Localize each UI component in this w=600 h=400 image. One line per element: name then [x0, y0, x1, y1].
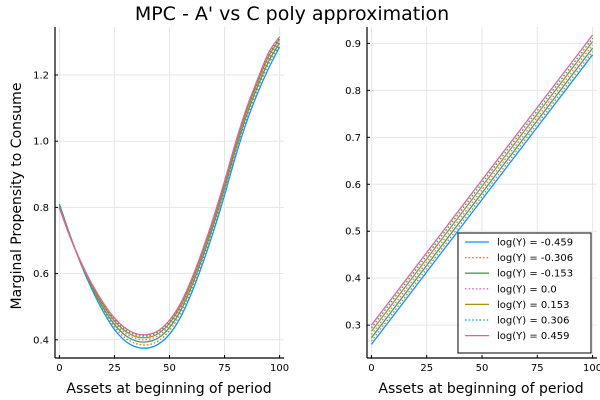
- right-series-line-4: [370, 41, 594, 332]
- right-series-line-5: [370, 37, 594, 329]
- right-y-tick-label: 0.8: [345, 86, 361, 97]
- right-y-tick-label: 0.4: [345, 274, 361, 285]
- right-y-tick-label: 0.9: [345, 39, 361, 50]
- right-y-tick-label: 0.5: [345, 227, 361, 238]
- legend-box: [457, 232, 592, 354]
- right-x-tick-label: 25: [420, 363, 433, 374]
- right-y-tick-label: 0.3: [345, 321, 361, 332]
- figure-title: MPC - A' vs C poly approximation: [135, 3, 449, 25]
- left-plot-panel: 0 25 50 75 100 0.4 0.6 0.8 1.0 1.2 Assets at begi…: [9, 27, 289, 397]
- right-y-tick-label: 0.7: [345, 133, 361, 144]
- legend-entry-label: log(Y) = 0.306: [497, 316, 570, 327]
- right-tick-labels: 0 25 50 75 100 0.3 0.4 0.5 0.6 0.7 0.8 0.9: [345, 39, 600, 374]
- left-y-tick-label: 1.0: [33, 137, 49, 148]
- left-x-tick-label: 25: [108, 363, 121, 374]
- left-series-line-0: [58, 46, 281, 349]
- left-x-tick-label: 50: [163, 363, 176, 374]
- right-axes: [366, 27, 597, 359]
- legend-entry-label: log(Y) = -0.153: [497, 269, 573, 280]
- right-x-tick-label: 0: [368, 363, 374, 374]
- legend-entry-label: log(Y) = 0.0: [497, 284, 557, 295]
- right-series-line-6: [370, 34, 594, 326]
- right-plot-panel: 0 25 50 75 100 0.3 0.4 0.5 0.6 0.7 0.8 0.9 Assets a…: [345, 27, 600, 397]
- left-grid: [55, 27, 284, 358]
- left-axes: [54, 27, 284, 359]
- left-series-lines: [58, 36, 281, 349]
- right-y-tick-label: 0.6: [345, 180, 361, 191]
- left-y-tick-label: 1.2: [33, 70, 49, 81]
- left-x-axis-label: Assets at beginning of period: [66, 381, 271, 397]
- right-x-axis-label: Assets at beginning of period: [378, 381, 583, 397]
- left-series-line-6: [58, 36, 281, 336]
- left-y-tick-label: 0.6: [33, 269, 49, 280]
- left-x-tick-label: 0: [56, 363, 62, 374]
- right-x-tick-label: 100: [583, 363, 600, 374]
- left-y-axis-label: Marginal Propensity to Consume: [9, 83, 25, 310]
- legend-entry-label: log(Y) = -0.306: [497, 253, 573, 264]
- right-series-line-1: [370, 51, 594, 342]
- left-series-line-4: [58, 38, 281, 339]
- left-x-tick-label: 100: [270, 363, 289, 374]
- legend-entry-label: log(Y) = -0.459: [497, 238, 573, 249]
- left-y-tick-label: 0.4: [33, 335, 49, 346]
- left-tick-labels: 0 25 50 75 100 0.4 0.6 0.8 1.0 1.2: [33, 70, 289, 374]
- legend: log(Y) = -0.459 log(Y) = -0.306 log(Y) = -…: [457, 232, 592, 354]
- left-y-tick-label: 0.8: [33, 203, 49, 214]
- right-series-line-3: [370, 44, 594, 335]
- right-series-line-0: [370, 54, 594, 345]
- right-series-lines: [370, 34, 594, 345]
- right-x-tick-label: 75: [531, 363, 544, 374]
- legend-entry-label: log(Y) = 0.153: [497, 300, 570, 311]
- left-x-tick-label: 75: [218, 363, 231, 374]
- right-x-tick-label: 50: [476, 363, 489, 374]
- legend-entry-label: log(Y) = 0.459: [497, 331, 570, 342]
- right-series-line-2: [370, 47, 594, 339]
